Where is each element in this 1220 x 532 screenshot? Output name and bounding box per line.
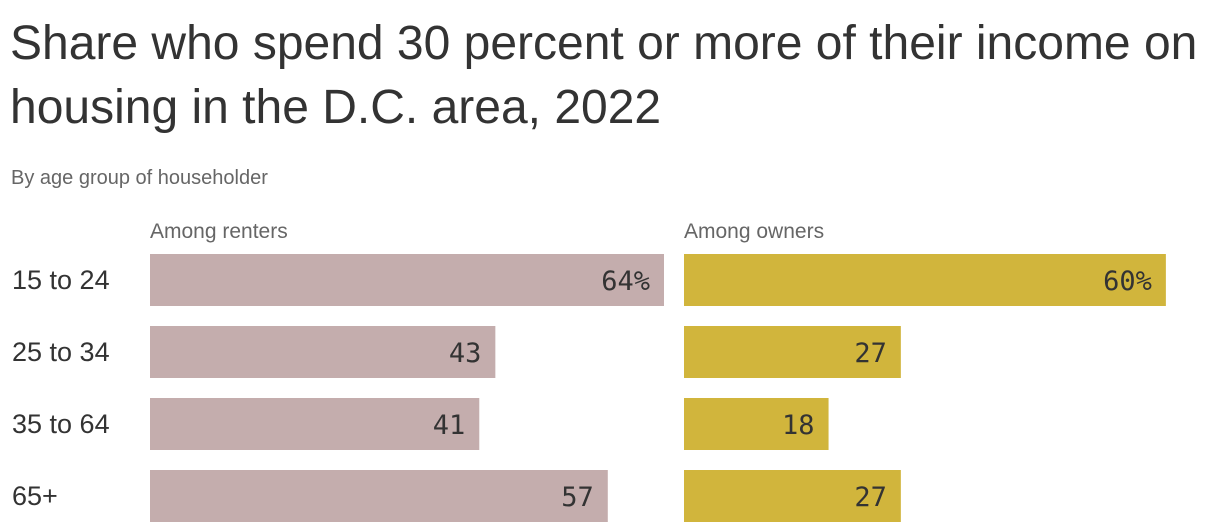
chart-subtitle: By age group of householder (11, 167, 268, 189)
panel-label-owners: Among owners (684, 220, 824, 243)
value-label-owners-2: 18 (782, 410, 815, 441)
category-label-2: 35 to 64 (12, 409, 110, 439)
bar-owners-2 (684, 398, 829, 450)
panel-label-renters: Among renters (150, 220, 288, 243)
bar-owners-0 (684, 254, 1166, 306)
bar-renters-1 (150, 326, 496, 378)
category-label-3: 65+ (12, 481, 58, 511)
chart-title: Share who spend 30 percent or more of th… (10, 17, 1198, 134)
bar-renters-3 (150, 470, 608, 522)
value-label-renters-0: 64% (601, 266, 650, 297)
value-label-owners-1: 27 (854, 338, 887, 369)
bar-renters-2 (150, 398, 480, 450)
category-label-0: 15 to 24 (12, 265, 110, 295)
bar-owners-1 (684, 326, 901, 378)
bar-owners-3 (684, 470, 901, 522)
value-label-renters-3: 57 (561, 482, 594, 513)
value-label-renters-1: 43 (449, 338, 482, 369)
bar-renters-0 (150, 254, 664, 306)
category-label-1: 25 to 34 (12, 337, 110, 367)
value-label-renters-2: 41 (433, 410, 466, 441)
value-label-owners-0: 60% (1103, 266, 1152, 297)
value-label-owners-3: 27 (854, 482, 887, 513)
